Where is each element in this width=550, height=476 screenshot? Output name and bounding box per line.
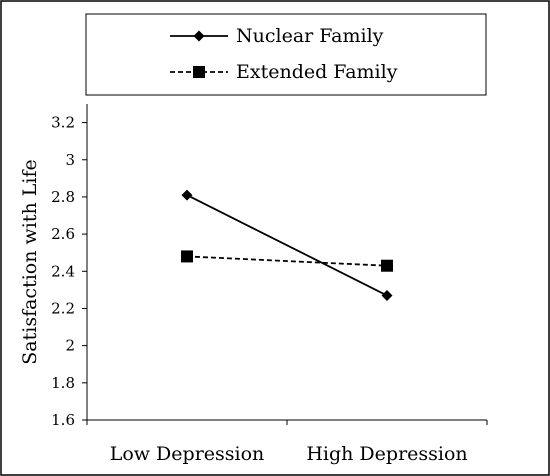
data-point-extended-family (181, 250, 193, 263)
series-line-nuclear-family (186, 194, 388, 297)
y-tick-label: 2 (65, 337, 75, 355)
data-point-nuclear-family (181, 189, 193, 201)
legend-box (85, 13, 487, 96)
x-axis-ticks: Low Depression High Depression (86, 420, 488, 465)
x-tick-label: High Depression (306, 443, 467, 465)
legend-items: Nuclear Family Extended Family (170, 25, 398, 83)
series-line-extended-family (186, 255, 388, 267)
series-nuclear-family (181, 189, 393, 301)
y-axis-title: Satisfaction with Life (19, 159, 41, 364)
series-extended-family (181, 250, 393, 272)
legend: Nuclear Family Extended Family (85, 13, 487, 96)
legend-marker-extended-family (193, 66, 205, 78)
y-tick-label: 3 (65, 151, 75, 169)
y-tick-label: 2.2 (51, 299, 75, 317)
legend-label-extended-family: Extended Family (236, 61, 398, 83)
x-tick-label: Low Depression (110, 443, 265, 465)
y-tick-label: 2.6 (51, 225, 75, 243)
y-tick-label: 2.4 (51, 262, 75, 280)
legend-item-extended-family: Extended Family (170, 61, 398, 83)
y-tick-label: 3.2 (51, 114, 75, 132)
y-tick-label: 1.8 (51, 374, 75, 392)
series-layer (181, 189, 393, 301)
legend-label-nuclear-family: Nuclear Family (236, 25, 384, 47)
data-point-nuclear-family (381, 289, 393, 301)
y-tick-label: 2.8 (51, 188, 75, 206)
data-point-extended-family (381, 259, 393, 272)
legend-marker-nuclear-family (193, 30, 205, 42)
y-tick-label: 1.6 (51, 411, 75, 429)
legend-item-nuclear-family: Nuclear Family (170, 25, 384, 47)
y-axis-ticks: 1.6 1.8 2 2.2 2.4 2.6 2.8 3 3.2 (51, 114, 87, 429)
